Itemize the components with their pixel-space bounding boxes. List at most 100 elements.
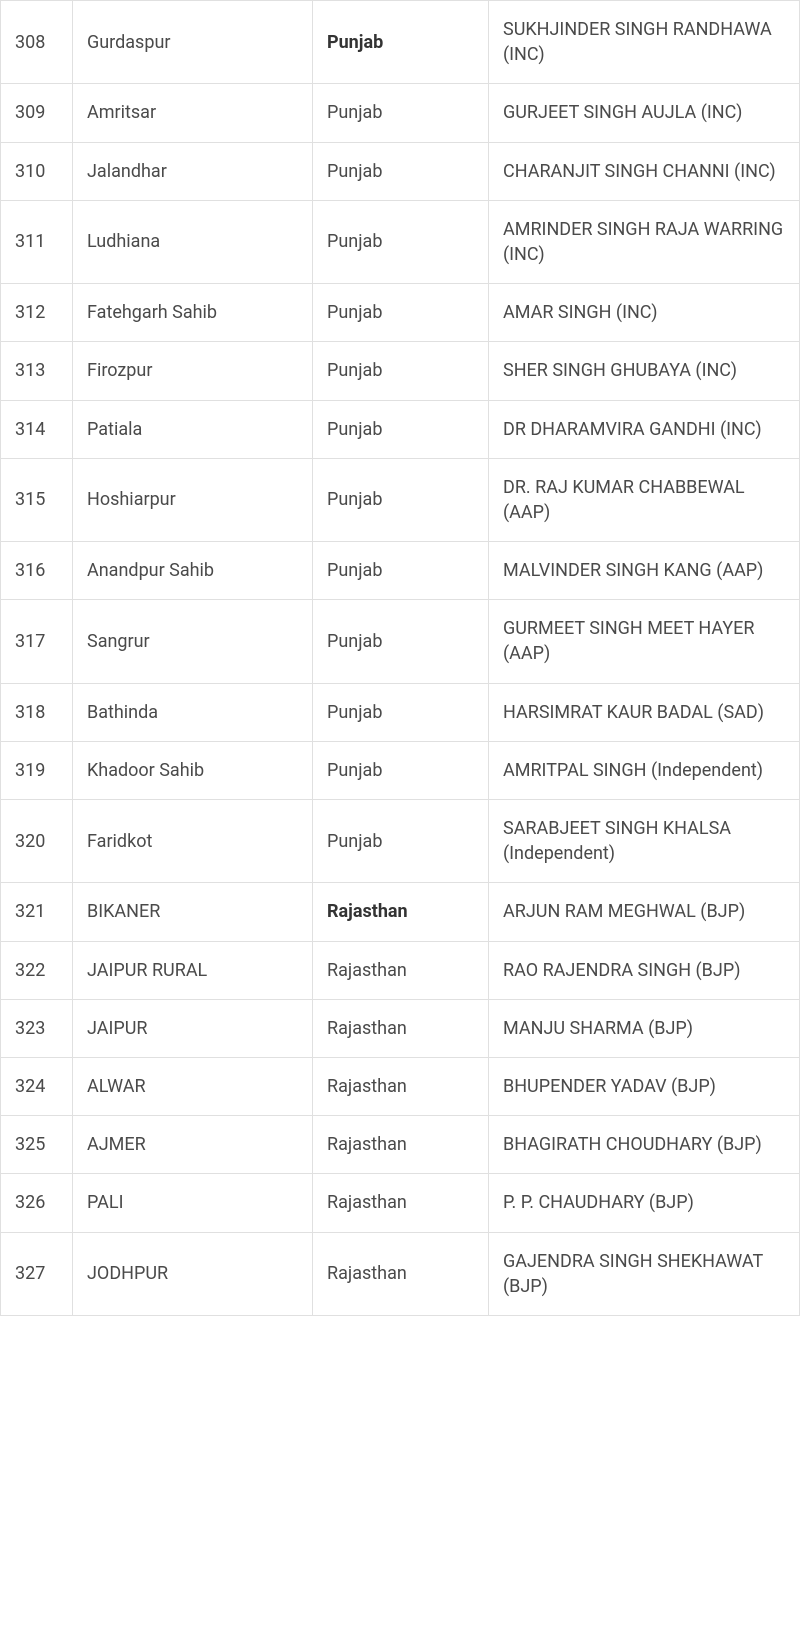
table-row: 313FirozpurPunjabSHER SINGH GHUBAYA (INC… — [1, 342, 800, 400]
cell-constituency: Anandpur Sahib — [73, 542, 313, 600]
cell-constituency: Amritsar — [73, 84, 313, 142]
cell-constituency: BIKANER — [73, 883, 313, 941]
cell-number: 321 — [1, 883, 73, 941]
cell-constituency: Patiala — [73, 400, 313, 458]
cell-number: 309 — [1, 84, 73, 142]
cell-winner: HARSIMRAT KAUR BADAL (SAD) — [489, 683, 800, 741]
cell-state: Punjab — [313, 683, 489, 741]
cell-state: Punjab — [313, 800, 489, 883]
table-row: 310JalandharPunjabCHARANJIT SINGH CHANNI… — [1, 142, 800, 200]
cell-constituency: JAIPUR — [73, 999, 313, 1057]
table-row: 320FaridkotPunjabSARABJEET SINGH KHALSA … — [1, 800, 800, 883]
cell-state: Rajasthan — [313, 883, 489, 941]
cell-constituency: Ludhiana — [73, 200, 313, 283]
table-row: 319Khadoor SahibPunjabAMRITPAL SINGH (In… — [1, 741, 800, 799]
cell-constituency: Fatehgarh Sahib — [73, 284, 313, 342]
cell-number: 319 — [1, 741, 73, 799]
cell-number: 312 — [1, 284, 73, 342]
cell-state: Punjab — [313, 200, 489, 283]
cell-state: Punjab — [313, 600, 489, 683]
table-row: 309AmritsarPunjabGURJEET SINGH AUJLA (IN… — [1, 84, 800, 142]
cell-winner: AMRITPAL SINGH (Independent) — [489, 741, 800, 799]
cell-constituency: Jalandhar — [73, 142, 313, 200]
table-row: 312Fatehgarh SahibPunjabAMAR SINGH (INC) — [1, 284, 800, 342]
cell-constituency: Hoshiarpur — [73, 458, 313, 541]
table-row: 321BIKANERRajasthanARJUN RAM MEGHWAL (BJ… — [1, 883, 800, 941]
cell-winner: SUKHJINDER SINGH RANDHAWA (INC) — [489, 1, 800, 84]
table-row: 308GurdaspurPunjabSUKHJINDER SINGH RANDH… — [1, 1, 800, 84]
cell-number: 323 — [1, 999, 73, 1057]
cell-number: 316 — [1, 542, 73, 600]
cell-winner: CHARANJIT SINGH CHANNI (INC) — [489, 142, 800, 200]
cell-constituency: ALWAR — [73, 1057, 313, 1115]
cell-winner: ARJUN RAM MEGHWAL (BJP) — [489, 883, 800, 941]
cell-winner: DR. RAJ KUMAR CHABBEWAL (AAP) — [489, 458, 800, 541]
cell-constituency: PALI — [73, 1174, 313, 1232]
cell-state: Punjab — [313, 542, 489, 600]
cell-winner: GURMEET SINGH MEET HAYER (AAP) — [489, 600, 800, 683]
cell-number: 310 — [1, 142, 73, 200]
cell-number: 313 — [1, 342, 73, 400]
cell-number: 322 — [1, 941, 73, 999]
cell-constituency: Bathinda — [73, 683, 313, 741]
cell-number: 320 — [1, 800, 73, 883]
cell-state: Rajasthan — [313, 1174, 489, 1232]
table-row: 324ALWARRajasthanBHUPENDER YADAV (BJP) — [1, 1057, 800, 1115]
cell-winner: RAO RAJENDRA SINGH (BJP) — [489, 941, 800, 999]
table-row: 325AJMERRajasthanBHAGIRATH CHOUDHARY (BJ… — [1, 1116, 800, 1174]
cell-number: 318 — [1, 683, 73, 741]
cell-state: Punjab — [313, 284, 489, 342]
cell-constituency: Sangrur — [73, 600, 313, 683]
cell-number: 326 — [1, 1174, 73, 1232]
cell-state: Rajasthan — [313, 1232, 489, 1315]
cell-winner: DR DHARAMVIRA GANDHI (INC) — [489, 400, 800, 458]
table-row: 316Anandpur SahibPunjabMALVINDER SINGH K… — [1, 542, 800, 600]
table-row: 314PatialaPunjabDR DHARAMVIRA GANDHI (IN… — [1, 400, 800, 458]
cell-state: Rajasthan — [313, 999, 489, 1057]
cell-state: Rajasthan — [313, 1116, 489, 1174]
cell-number: 314 — [1, 400, 73, 458]
cell-state: Punjab — [313, 400, 489, 458]
cell-number: 327 — [1, 1232, 73, 1315]
table-row: 323JAIPURRajasthanMANJU SHARMA (BJP) — [1, 999, 800, 1057]
results-table: 308GurdaspurPunjabSUKHJINDER SINGH RANDH… — [0, 0, 800, 1316]
cell-number: 308 — [1, 1, 73, 84]
table-row: 317SangrurPunjabGURMEET SINGH MEET HAYER… — [1, 600, 800, 683]
table-row: 315HoshiarpurPunjabDR. RAJ KUMAR CHABBEW… — [1, 458, 800, 541]
cell-winner: SARABJEET SINGH KHALSA (Independent) — [489, 800, 800, 883]
cell-state: Punjab — [313, 458, 489, 541]
table-row: 326PALIRajasthanP. P. CHAUDHARY (BJP) — [1, 1174, 800, 1232]
cell-state: Punjab — [313, 741, 489, 799]
cell-winner: GURJEET SINGH AUJLA (INC) — [489, 84, 800, 142]
cell-winner: MANJU SHARMA (BJP) — [489, 999, 800, 1057]
cell-winner: P. P. CHAUDHARY (BJP) — [489, 1174, 800, 1232]
cell-state: Rajasthan — [313, 941, 489, 999]
cell-number: 325 — [1, 1116, 73, 1174]
cell-winner: BHAGIRATH CHOUDHARY (BJP) — [489, 1116, 800, 1174]
table-row: 318BathindaPunjabHARSIMRAT KAUR BADAL (S… — [1, 683, 800, 741]
cell-winner: AMAR SINGH (INC) — [489, 284, 800, 342]
table-row: 322JAIPUR RURALRajasthanRAO RAJENDRA SIN… — [1, 941, 800, 999]
cell-constituency: Firozpur — [73, 342, 313, 400]
cell-winner: AMRINDER SINGH RAJA WARRING (INC) — [489, 200, 800, 283]
cell-number: 315 — [1, 458, 73, 541]
table-row: 311LudhianaPunjabAMRINDER SINGH RAJA WAR… — [1, 200, 800, 283]
cell-winner: MALVINDER SINGH KANG (AAP) — [489, 542, 800, 600]
table-row: 327JODHPURRajasthanGAJENDRA SINGH SHEKHA… — [1, 1232, 800, 1315]
cell-number: 317 — [1, 600, 73, 683]
cell-constituency: JODHPUR — [73, 1232, 313, 1315]
cell-state: Punjab — [313, 142, 489, 200]
cell-number: 311 — [1, 200, 73, 283]
cell-winner: GAJENDRA SINGH SHEKHAWAT (BJP) — [489, 1232, 800, 1315]
cell-constituency: AJMER — [73, 1116, 313, 1174]
cell-constituency: Faridkot — [73, 800, 313, 883]
table-body: 308GurdaspurPunjabSUKHJINDER SINGH RANDH… — [1, 1, 800, 1316]
cell-constituency: JAIPUR RURAL — [73, 941, 313, 999]
cell-constituency: Gurdaspur — [73, 1, 313, 84]
cell-winner: BHUPENDER YADAV (BJP) — [489, 1057, 800, 1115]
cell-number: 324 — [1, 1057, 73, 1115]
cell-state: Punjab — [313, 84, 489, 142]
cell-constituency: Khadoor Sahib — [73, 741, 313, 799]
cell-state: Punjab — [313, 1, 489, 84]
cell-state: Punjab — [313, 342, 489, 400]
